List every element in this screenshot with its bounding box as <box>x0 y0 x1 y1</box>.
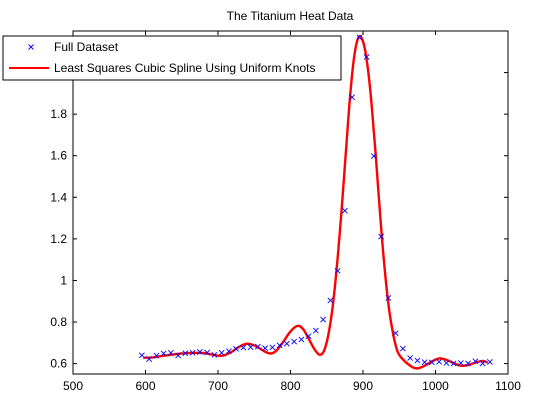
chart-title: The Titanium Heat Data <box>227 9 354 23</box>
data-point-marker <box>167 349 174 356</box>
x-axis-ticks: 500 600 700 800 900 1000 1100 <box>63 31 521 393</box>
data-point-marker <box>349 94 356 101</box>
fitted-spline-layer <box>143 35 489 370</box>
data-point-marker <box>196 349 203 355</box>
data-point-marker <box>320 316 327 323</box>
data-point-marker <box>189 349 196 356</box>
data-point-marker <box>334 267 341 274</box>
data-point-marker <box>327 297 334 304</box>
data-point-marker <box>472 358 479 365</box>
data-point-marker <box>436 358 443 365</box>
data-point-marker <box>486 359 493 365</box>
x-tick-label: 500 <box>63 379 83 393</box>
data-point-marker <box>414 357 421 364</box>
y-tick-label: 1 <box>60 273 67 287</box>
spline-fit-line <box>143 35 489 370</box>
y-tick-label: 1.2 <box>50 232 67 246</box>
data-point-marker <box>218 349 225 356</box>
y-axis-ticks: 0.60.811.21.41.61.82 <box>50 66 508 371</box>
data-point-marker <box>153 352 160 359</box>
data-point-marker <box>211 351 218 358</box>
legend-box <box>2 35 342 81</box>
data-point-marker <box>378 233 385 240</box>
data-point-marker <box>276 342 283 349</box>
data-point-marker <box>175 352 182 359</box>
data-point-marker <box>385 294 392 301</box>
data-point-marker <box>312 327 319 334</box>
legend-label-dataset: Full Dataset <box>54 40 119 54</box>
data-point-marker <box>399 345 406 352</box>
plot-area <box>72 30 509 375</box>
data-point-marker <box>341 207 348 214</box>
data-point-marker <box>254 343 261 350</box>
data-point-marker <box>160 350 167 357</box>
y-tick-label: 1.8 <box>50 107 67 121</box>
data-point-marker <box>363 54 370 60</box>
x-tick-label: 1100 <box>495 379 521 393</box>
x-tick-label: 700 <box>208 379 228 393</box>
data-point-marker <box>225 348 232 355</box>
data-point-marker <box>138 352 145 359</box>
y-tick-label: 0.6 <box>50 357 67 371</box>
y-tick-label: 0.8 <box>50 315 67 329</box>
data-point-marker <box>392 330 399 337</box>
data-point-marker <box>479 360 486 367</box>
data-point-marker <box>305 333 312 340</box>
data-point-marker <box>457 360 464 366</box>
data-point-marker <box>247 344 254 351</box>
data-point-marker <box>291 338 298 345</box>
data-point-marker <box>356 34 363 41</box>
data-point-marker <box>146 356 153 362</box>
x-tick-label: 1000 <box>422 379 449 393</box>
data-markers-layer <box>138 34 493 367</box>
legend-marker-icon <box>28 44 34 50</box>
data-point-marker <box>262 345 269 352</box>
legend: Full Dataset Least Squares Cubic Spline … <box>2 35 342 81</box>
data-point-marker <box>283 340 290 347</box>
data-point-marker <box>240 344 247 351</box>
x-tick-label: 600 <box>135 379 155 393</box>
data-point-marker <box>450 360 457 367</box>
data-point-marker <box>428 359 435 366</box>
legend-label-spline: Least Squares Cubic Spline Using Uniform… <box>54 61 315 75</box>
data-point-marker <box>421 359 428 366</box>
data-point-marker <box>407 355 414 361</box>
data-point-marker <box>465 360 472 367</box>
x-tick-label: 800 <box>280 379 300 393</box>
data-point-marker <box>269 344 276 351</box>
y-tick-label: 1.4 <box>50 190 67 204</box>
data-point-marker <box>204 349 211 356</box>
data-point-marker <box>182 350 189 357</box>
y-tick-label: 1.6 <box>50 149 67 163</box>
data-point-marker <box>233 345 240 352</box>
data-point-marker <box>443 360 450 366</box>
data-point-marker <box>298 336 305 343</box>
x-tick-label: 900 <box>353 379 373 393</box>
data-point-marker <box>370 153 377 160</box>
